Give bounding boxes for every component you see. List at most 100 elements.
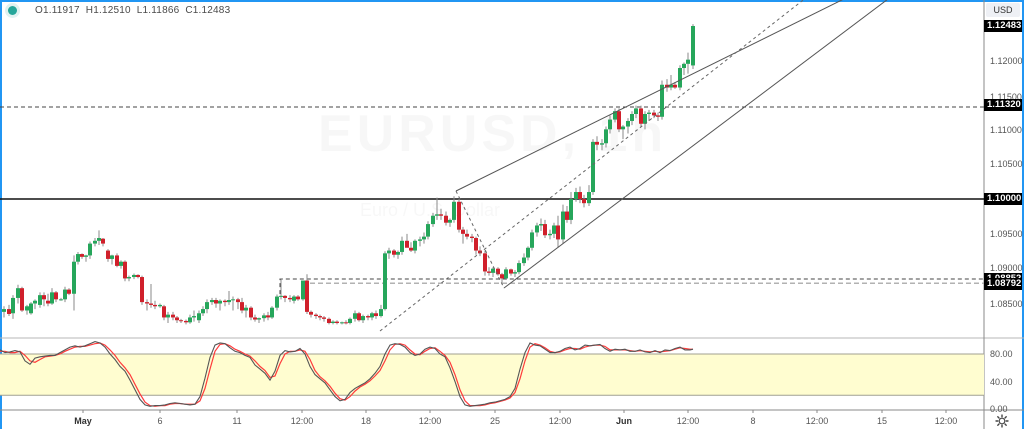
- time-tick: 8: [750, 416, 756, 426]
- candle: [110, 254, 114, 265]
- candle-body: [426, 224, 430, 237]
- candle: [595, 136, 599, 151]
- candle: [197, 310, 201, 324]
- candle: [413, 239, 417, 254]
- candle: [192, 310, 196, 322]
- candle-body: [656, 115, 660, 117]
- candle: [379, 304, 383, 318]
- candle-body: [153, 304, 157, 307]
- candle: [59, 297, 63, 301]
- candle-body: [140, 277, 144, 303]
- candle: [140, 275, 144, 305]
- price-tick: 1.10500: [990, 159, 1023, 169]
- candle-body: [422, 236, 426, 240]
- candle: [292, 295, 296, 304]
- time-tick: 12:00: [418, 416, 442, 426]
- candle: [617, 108, 621, 133]
- channel-upper-line: [455, 0, 843, 192]
- time-tick: 25: [489, 416, 501, 426]
- candle: [465, 229, 469, 240]
- candle-body: [600, 143, 604, 145]
- candle-body: [470, 236, 474, 239]
- candle: [11, 295, 15, 319]
- candle: [656, 112, 660, 121]
- candle-body: [465, 233, 469, 237]
- candle-body: [396, 251, 400, 255]
- candle: [309, 310, 313, 318]
- price-tick: 1.11000: [990, 125, 1022, 135]
- candle: [600, 139, 604, 151]
- candle: [7, 304, 11, 317]
- candle: [556, 215, 560, 248]
- candle: [236, 297, 240, 310]
- currency-button[interactable]: USD: [986, 3, 1020, 17]
- stochastic-k-line: [0, 341, 694, 407]
- candle: [678, 65, 682, 91]
- candle: [513, 270, 517, 278]
- candle-body: [335, 321, 339, 324]
- candle-body: [210, 300, 214, 303]
- time-tick: Jun: [615, 416, 633, 426]
- time-tick: 18: [360, 416, 372, 426]
- candle-body: [88, 243, 92, 256]
- candle: [253, 314, 257, 322]
- candle-body: [409, 247, 413, 251]
- candle-body: [487, 271, 491, 273]
- candle-body: [370, 313, 374, 318]
- candle-body: [145, 302, 149, 304]
- candle-body: [353, 313, 357, 319]
- candle: [97, 230, 101, 245]
- candle-body: [595, 141, 599, 145]
- candle-body: [63, 289, 67, 300]
- candle: [387, 247, 391, 259]
- candle: [357, 311, 361, 322]
- candle: [283, 295, 287, 303]
- ohlc-open: O1.11917: [35, 5, 80, 16]
- price-tick: 1.12000: [990, 56, 1023, 66]
- candle: [279, 278, 283, 300]
- candle: [340, 321, 344, 325]
- candle-body: [413, 240, 417, 251]
- candle: [175, 316, 179, 324]
- candle-body: [344, 322, 348, 324]
- candle: [296, 295, 300, 301]
- candle: [587, 185, 591, 206]
- candle: [327, 317, 331, 325]
- candle-body: [535, 225, 539, 233]
- candle-body: [543, 224, 547, 236]
- candle: [530, 229, 534, 251]
- candle: [470, 233, 474, 243]
- candle-body: [587, 192, 591, 204]
- candle-body: [314, 314, 318, 317]
- candle-body: [188, 317, 192, 323]
- candle-body: [418, 239, 422, 241]
- candle: [565, 205, 569, 223]
- channel-anchor-line: [455, 190, 505, 289]
- candle: [361, 314, 365, 324]
- candle: [127, 275, 131, 282]
- candle-body: [20, 288, 24, 311]
- candle: [383, 251, 387, 311]
- candle-body: [93, 240, 97, 244]
- candle-body: [227, 300, 231, 303]
- price-tick: 1.09500: [990, 229, 1023, 239]
- candle-body: [647, 112, 651, 114]
- settings-gear-icon[interactable]: [995, 414, 1009, 428]
- candle-body: [626, 120, 630, 127]
- candle: [67, 288, 71, 296]
- candle: [314, 313, 318, 319]
- candle-body: [171, 314, 175, 318]
- candle-body: [25, 306, 29, 311]
- candle: [76, 251, 80, 265]
- candle-body: [318, 316, 322, 318]
- time-tick: 15: [876, 416, 888, 426]
- candle-body: [16, 288, 20, 298]
- candle-body: [275, 296, 279, 308]
- candle-body: [613, 111, 617, 120]
- candle-body: [565, 211, 569, 220]
- time-tick: 11: [232, 416, 242, 426]
- candle: [604, 126, 608, 148]
- candle: [84, 254, 88, 262]
